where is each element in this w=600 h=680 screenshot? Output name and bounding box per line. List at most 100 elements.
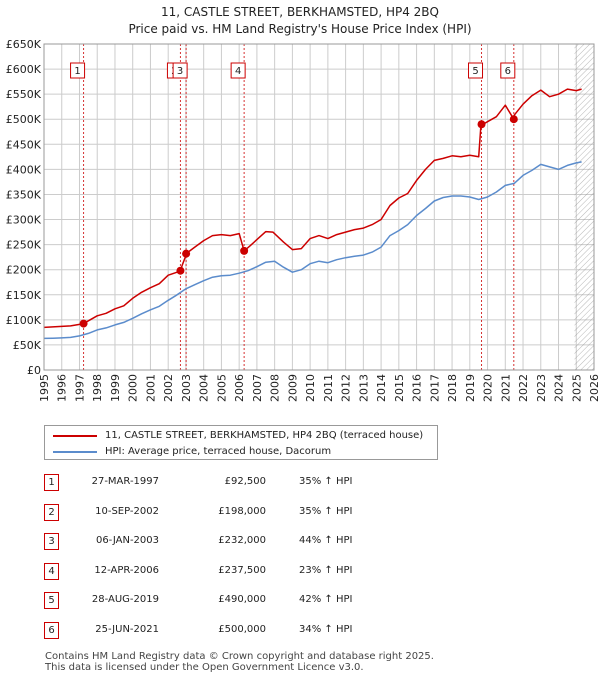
y-tick-label: £450K <box>6 138 42 151</box>
x-tick-label: 2021 <box>499 374 512 402</box>
sale-point <box>176 266 185 275</box>
legend-swatch-hpi <box>53 451 97 453</box>
sale-hpi-change: 35% ↑ HPI <box>299 476 353 487</box>
sale-date: 28-AUG-2019 <box>91 594 159 605</box>
sale-hpi-change: 35% ↑ HPI <box>299 505 353 517</box>
x-tick-label: 2019 <box>464 374 477 402</box>
sale-point <box>79 319 88 328</box>
y-tick-label: £0 <box>27 364 41 377</box>
y-tick-label: £600K <box>6 63 42 76</box>
x-tick-label: 2007 <box>251 374 264 402</box>
y-tick-label: £300K <box>6 214 42 227</box>
sale-hpi-change: 23% ↑ HPI <box>299 564 353 576</box>
x-tick-label: 2002 <box>162 374 175 402</box>
x-tick-label: 2010 <box>304 374 317 402</box>
plot-border <box>43 43 595 371</box>
sale-date: 06-JAN-2003 <box>95 535 159 546</box>
plot-area <box>44 44 594 370</box>
sale-badge-label: 1 <box>74 66 80 77</box>
sale-number-badge: 3 <box>44 533 59 550</box>
x-tick-label: 1995 <box>38 374 51 402</box>
y-tick-label: £50K <box>13 339 42 352</box>
x-tick-label: 2015 <box>393 374 406 402</box>
sale-badge-box <box>230 62 246 79</box>
footer-line-2: This data is licensed under the Open Gov… <box>45 662 364 673</box>
sale-badge-box <box>70 62 86 79</box>
chart-title-line-2: Price paid vs. HM Land Registry's House … <box>128 22 472 36</box>
sale-badge-label: 6 <box>505 66 511 77</box>
sale-number-badge: 1 <box>44 474 59 491</box>
x-tick-label: 2024 <box>553 374 566 402</box>
sale-number-badge: 2 <box>44 503 59 521</box>
table-row: 4 12-APR-2006 £237,500 23% ↑ HPI <box>44 559 464 589</box>
x-tick-label: 2008 <box>269 374 282 402</box>
x-tick-label: 2026 <box>588 374 600 402</box>
x-tick-label: 1998 <box>91 374 104 402</box>
sale-badge-box <box>468 62 484 79</box>
sale-price: £92,500 <box>224 476 266 487</box>
sale-badge-label: 3 <box>177 66 183 77</box>
footer-note: Contains HM Land Registry data © Crown c… <box>45 651 434 673</box>
y-tick-label: £100K <box>6 314 42 327</box>
sale-price: £237,500 <box>218 564 266 576</box>
table-row: 2 10-SEP-2002 £198,000 35% ↑ HPI <box>44 500 464 530</box>
x-tick-label: 1996 <box>56 374 69 402</box>
sale-badge-box <box>500 62 516 79</box>
y-tick-label: £400K <box>6 163 42 176</box>
property-price-line <box>43 88 582 329</box>
table-row: 6 25-JUN-2021 £500,000 34% ↑ HPI <box>44 618 464 648</box>
sale-date: 27-MAR-1997 <box>91 476 159 487</box>
sale-hpi-change: 44% ↑ HPI <box>299 535 353 546</box>
x-tick-label: 2006 <box>233 374 246 402</box>
table-row: 5 28-AUG-2019 £490,000 42% ↑ HPI <box>44 588 464 618</box>
sale-number-badge: 4 <box>44 562 59 580</box>
y-tick-label: £550K <box>6 88 42 101</box>
x-tick-label: 2020 <box>482 374 495 402</box>
sale-date: 10-SEP-2002 <box>95 505 159 517</box>
x-tick-label: 1999 <box>109 374 122 402</box>
x-tick-label: 2025 <box>570 374 583 402</box>
legend-swatch-property <box>53 435 97 437</box>
sales-table: 1 27-MAR-1997 £92,500 35% ↑ HPI 2 10-SEP… <box>44 470 464 647</box>
y-tick-label: £650K <box>6 38 42 51</box>
x-tick-label: 2023 <box>535 374 548 402</box>
sale-number-badge: 5 <box>44 592 59 609</box>
sale-price: £500,000 <box>218 623 266 635</box>
sale-badge-box <box>172 62 188 79</box>
x-tick-label: 2017 <box>428 374 441 402</box>
y-tick-label: £200K <box>6 264 42 277</box>
sale-date: 12-APR-2006 <box>94 564 159 576</box>
sale-number-badge: 6 <box>44 621 59 639</box>
sale-point <box>182 249 191 258</box>
chart-legend: 11, CASTLE STREET, BERKHAMSTED, HP4 2BQ … <box>44 425 438 460</box>
y-tick-label: £150K <box>6 289 42 302</box>
x-tick-label: 2016 <box>411 374 424 402</box>
x-tick-label: 1997 <box>73 374 86 402</box>
x-tick-label: 2013 <box>357 374 370 402</box>
x-tick-label: 2005 <box>215 374 228 402</box>
y-tick-label: £500K <box>6 113 42 126</box>
x-tick-label: 2001 <box>144 374 157 402</box>
sale-hpi-change: 34% ↑ HPI <box>299 623 353 635</box>
legend-label-property: 11, CASTLE STREET, BERKHAMSTED, HP4 2BQ … <box>105 430 424 441</box>
sale-hpi-change: 42% ↑ HPI <box>299 594 353 605</box>
y-tick-label: £350K <box>6 188 42 201</box>
sale-point <box>509 115 518 124</box>
x-tick-label: 2004 <box>198 374 211 402</box>
chart-title: 11, CASTLE STREET, BERKHAMSTED, HP4 2BQ … <box>0 4 600 38</box>
footer-line-1: Contains HM Land Registry data © Crown c… <box>45 651 434 662</box>
x-tick-label: 2014 <box>375 374 388 402</box>
x-tick-label: 2018 <box>446 374 459 402</box>
sale-price: £198,000 <box>218 505 266 517</box>
sale-point <box>240 246 249 255</box>
sale-point <box>477 120 486 129</box>
sale-badge-label: 5 <box>472 66 478 77</box>
legend-label-hpi: HPI: Average price, terraced house, Daco… <box>105 446 332 457</box>
sale-price: £232,000 <box>218 535 266 546</box>
x-tick-label: 2000 <box>127 374 140 402</box>
sale-price: £490,000 <box>218 594 266 605</box>
future-region <box>574 44 594 370</box>
sale-badge-label: 4 <box>235 66 241 77</box>
table-row: 3 06-JAN-2003 £232,000 44% ↑ HPI <box>44 529 464 559</box>
x-tick-label: 2022 <box>517 374 530 402</box>
